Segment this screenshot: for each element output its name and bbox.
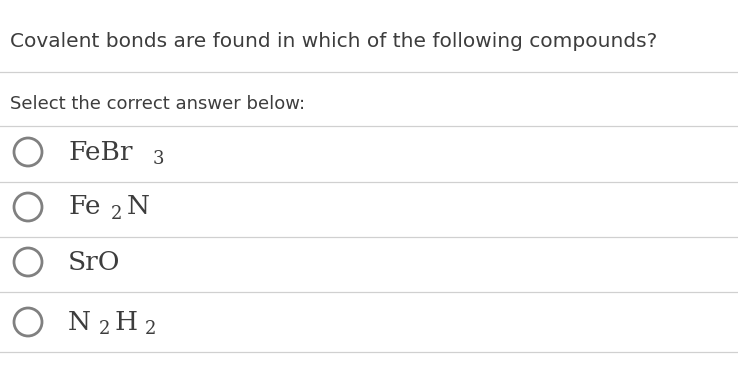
Text: 2: 2 xyxy=(111,205,123,223)
Text: H: H xyxy=(114,310,137,334)
Text: Covalent bonds are found in which of the following compounds?: Covalent bonds are found in which of the… xyxy=(10,32,658,51)
Text: SrO: SrO xyxy=(68,249,120,274)
Text: N: N xyxy=(127,194,150,220)
Text: 3: 3 xyxy=(152,150,164,168)
Text: 2: 2 xyxy=(99,320,110,338)
Text: 2: 2 xyxy=(145,320,156,338)
Text: Fe: Fe xyxy=(68,194,100,220)
Text: Select the correct answer below:: Select the correct answer below: xyxy=(10,95,305,113)
Text: FeBr: FeBr xyxy=(68,140,133,165)
Text: N: N xyxy=(68,310,91,334)
